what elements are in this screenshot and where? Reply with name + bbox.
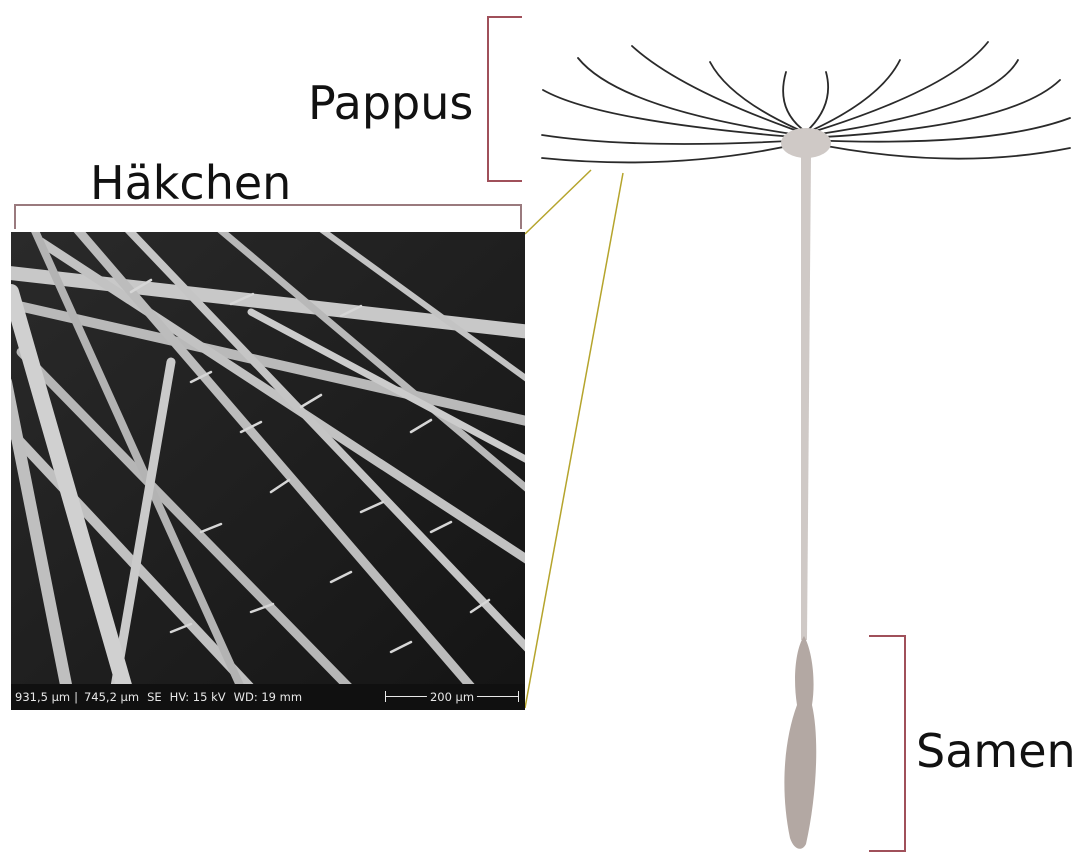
bristle [805, 79, 1061, 139]
fiber [247, 308, 525, 463]
barb [189, 370, 213, 384]
sem-image [11, 232, 525, 710]
fiber [73, 232, 496, 710]
barb [299, 393, 323, 409]
seed-stalk [801, 155, 811, 640]
label-samen: Samen [916, 724, 1076, 778]
bristle [577, 57, 807, 137]
fiber [125, 232, 525, 652]
barb [429, 520, 453, 534]
barb [199, 522, 223, 534]
sem-scale-bar: 200 µm [385, 690, 519, 704]
sem-wd: WD: 19 mm [233, 690, 303, 704]
bristle [805, 59, 901, 134]
bristle [709, 61, 807, 134]
sem-micrograph: 931,5 µm | 745,2 µm SE HV: 15 kV WD: 19 … [11, 232, 525, 710]
barb [359, 500, 385, 514]
bristle [805, 59, 1019, 137]
seed-body [784, 636, 817, 849]
fiber [36, 237, 525, 564]
barb [409, 418, 433, 434]
barb [469, 598, 491, 614]
fiber [217, 232, 525, 492]
barb [229, 292, 255, 306]
barb [129, 278, 153, 294]
barb [339, 304, 363, 318]
scale-cap-right [518, 691, 519, 702]
bristle [541, 134, 807, 145]
fiber [11, 299, 525, 426]
sem-field-height: 745,2 µm [83, 690, 140, 704]
bristle [805, 117, 1071, 143]
bristle [805, 41, 989, 135]
fiber [31, 232, 255, 710]
sem-scale-label: 200 µm [426, 690, 478, 704]
label-haekchen: Häkchen [90, 156, 292, 210]
fiber [319, 232, 525, 382]
zoom-connector-top [524, 169, 592, 235]
fiber [11, 284, 139, 710]
fiber-bundle [11, 232, 525, 710]
fiber [11, 378, 77, 710]
barb [389, 640, 413, 654]
fiber-barbs [129, 278, 491, 654]
bristle [631, 45, 807, 135]
sem-info-bar: 931,5 µm | 745,2 µm SE HV: 15 kV WD: 19 … [11, 684, 525, 710]
bristle [805, 141, 1071, 160]
fiber [16, 347, 376, 710]
haekchen-bracket [14, 204, 522, 229]
sem-field-width: 931,5 µm [15, 690, 71, 704]
fiber [11, 266, 525, 339]
bristle [782, 71, 807, 133]
barb [329, 570, 353, 584]
pappus-disc [781, 128, 831, 158]
label-pappus: Pappus [308, 76, 474, 130]
pappus-bracket [487, 16, 522, 182]
bristle [805, 71, 830, 133]
sem-separator: | [74, 690, 78, 704]
bristle [541, 141, 807, 164]
pappus-bristles [541, 41, 1071, 164]
scale-cap-left [385, 691, 386, 702]
sem-hv: HV: 15 kV [169, 690, 226, 704]
bristle [542, 89, 807, 139]
zoom-connector-bottom [524, 172, 624, 709]
barb [269, 478, 291, 494]
barb [239, 420, 263, 434]
sem-detector: SE [147, 690, 162, 704]
barb [169, 622, 193, 634]
samen-bracket [869, 635, 906, 852]
barb [249, 602, 275, 614]
